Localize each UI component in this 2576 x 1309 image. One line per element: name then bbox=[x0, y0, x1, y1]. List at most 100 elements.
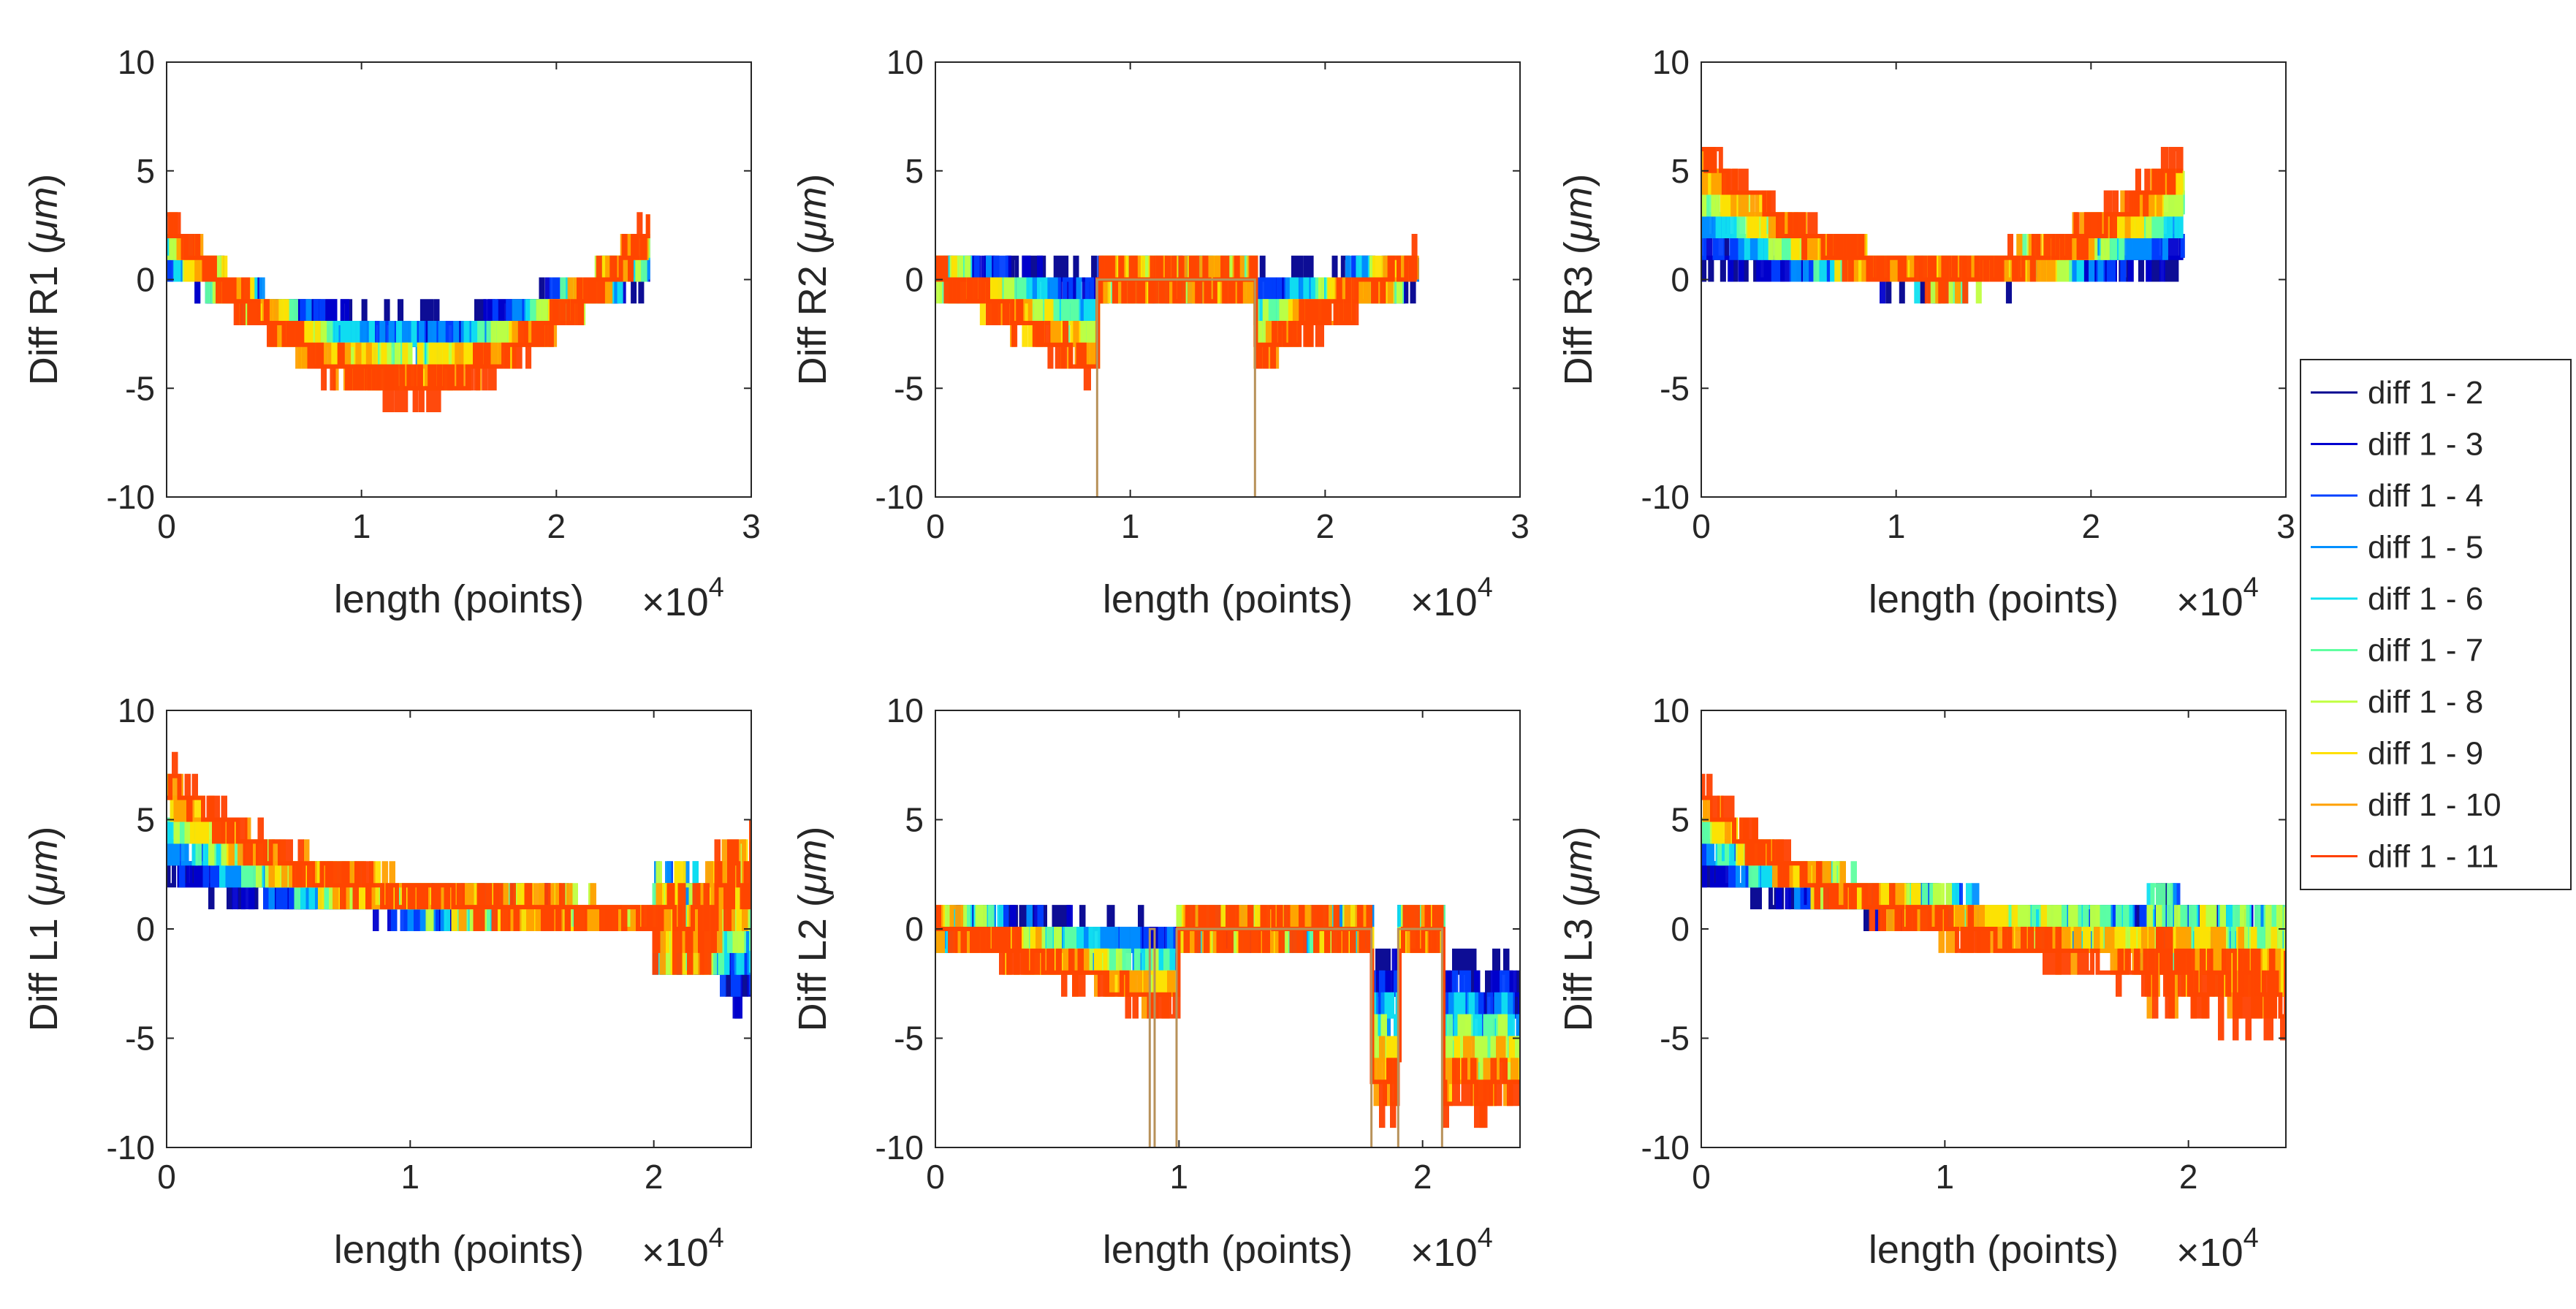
x-axis-label: length (points) bbox=[1103, 1228, 1353, 1272]
series-line-11 bbox=[167, 751, 751, 975]
y-axis-label: Diff L2 (μm) bbox=[791, 827, 835, 1032]
x-axis-label: length (points) bbox=[334, 1228, 584, 1272]
x-tick-label: 2 bbox=[1413, 1158, 1432, 1196]
series-line-10 bbox=[167, 773, 751, 975]
series-group bbox=[935, 905, 1520, 1147]
legend-entry-label: diff 1 - 6 bbox=[2368, 581, 2483, 617]
x-multiplier: ×104 bbox=[2176, 1223, 2259, 1275]
y-tick-label: 5 bbox=[1671, 801, 1690, 839]
x-multiplier: ×104 bbox=[642, 1223, 724, 1275]
series-group bbox=[167, 212, 650, 412]
legend: diff 1 - 2 diff 1 - 3 diff 1 - 4 diff 1 - 5… bbox=[2300, 359, 2572, 890]
y-tick-label: 5 bbox=[136, 152, 155, 190]
y-tick-label: 10 bbox=[1652, 43, 1690, 81]
legend-entry-label: diff 1 - 4 bbox=[2368, 478, 2483, 514]
gap-line bbox=[1095, 278, 1256, 497]
y-tick-label: 0 bbox=[905, 910, 924, 948]
x-multiplier: ×104 bbox=[2176, 572, 2259, 624]
legend-entry-label: diff 1 - 3 bbox=[2368, 427, 2483, 463]
x-axis-label: length (points) bbox=[1869, 1228, 2119, 1272]
series-group bbox=[935, 234, 1419, 497]
y-tick-label: -5 bbox=[125, 1020, 155, 1058]
x-axis-label: length (points) bbox=[334, 577, 584, 621]
y-tick-label: 0 bbox=[136, 261, 155, 299]
legend-entry-label: diff 1 - 7 bbox=[2368, 633, 2483, 669]
y-tick-label: 10 bbox=[886, 43, 924, 81]
x-tick-label: 3 bbox=[2276, 507, 2295, 545]
subplot-L2: -10 -5 0 5 10 0 1 2 length (points) ×104 Diff L2 (… bbox=[791, 691, 1521, 1275]
y-tick-label: 0 bbox=[905, 261, 924, 299]
y-tick-label: -10 bbox=[107, 478, 155, 516]
series-group bbox=[1701, 147, 2185, 304]
subplot-L3: -10 -5 0 5 10 0 1 2 length (points) ×104 Diff L3 (… bbox=[1557, 691, 2287, 1275]
gap-line bbox=[1175, 927, 1373, 1147]
x-tick-label: 0 bbox=[926, 507, 945, 545]
x-tick-label: 1 bbox=[1887, 507, 1906, 545]
x-tick-label: 1 bbox=[1170, 1158, 1189, 1196]
x-tick-label: 3 bbox=[742, 507, 761, 545]
series-group bbox=[167, 751, 751, 1019]
y-tick-label: 10 bbox=[886, 691, 924, 729]
y-tick-label: 5 bbox=[1671, 152, 1690, 190]
y-axis-label: Diff R3 (μm) bbox=[1557, 174, 1600, 386]
y-tick-label: 0 bbox=[1671, 261, 1690, 299]
y-tick-label: 10 bbox=[118, 691, 155, 729]
y-tick-label: -5 bbox=[1660, 369, 1690, 407]
y-tick-label: -10 bbox=[1641, 478, 1690, 516]
x-tick-label: 1 bbox=[1121, 507, 1140, 545]
x-tick-label: 1 bbox=[352, 507, 371, 545]
series-line-11 bbox=[1701, 773, 2286, 1041]
y-tick-label: -5 bbox=[125, 369, 155, 407]
subplot-R3: -10 -5 0 5 10 0 1 2 3 length (points) ×104 Diff R3 … bbox=[1557, 43, 2295, 624]
x-tick-label: 1 bbox=[1936, 1158, 1955, 1196]
legend-entry-label: diff 1 - 11 bbox=[2368, 839, 2499, 875]
y-tick-label: -10 bbox=[107, 1128, 155, 1166]
x-axis-label: length (points) bbox=[1869, 577, 2119, 621]
x-tick-label: 2 bbox=[1316, 507, 1335, 545]
y-axis-label: Diff L3 (μm) bbox=[1557, 827, 1600, 1032]
y-axis-label: Diff R1 (μm) bbox=[22, 174, 66, 386]
subplot-R2: -10 -5 0 5 10 0 1 2 3 length (points) ×104 Diff R2 … bbox=[791, 43, 1530, 624]
x-tick-label: 0 bbox=[1692, 1158, 1711, 1196]
x-tick-label: 0 bbox=[157, 1158, 176, 1196]
x-tick-label: 2 bbox=[547, 507, 566, 545]
series-line-11 bbox=[1701, 147, 2184, 304]
legend-entry-label: diff 1 - 2 bbox=[2368, 375, 2483, 411]
x-axis-label: length (points) bbox=[1103, 577, 1353, 621]
subplot-R1: -10 -5 0 5 10 0 1 2 3 length (points) ×104 Diff R1 … bbox=[22, 43, 761, 624]
legend-entry-label: diff 1 - 8 bbox=[2368, 684, 2483, 720]
x-multiplier: ×104 bbox=[642, 572, 724, 624]
legend-entry-label: diff 1 - 5 bbox=[2368, 530, 2483, 566]
subplot-L1: -10 -5 0 5 10 0 1 2 length (points) ×104 Diff L1 (… bbox=[22, 691, 752, 1275]
x-tick-label: 0 bbox=[1692, 507, 1711, 545]
x-tick-label: 2 bbox=[645, 1158, 664, 1196]
y-tick-label: 0 bbox=[136, 910, 155, 948]
x-tick-label: 0 bbox=[926, 1158, 945, 1196]
legend-entry-label: diff 1 - 9 bbox=[2368, 736, 2483, 772]
y-tick-label: 5 bbox=[905, 152, 924, 190]
y-tick-label: 10 bbox=[118, 43, 155, 81]
series-group bbox=[1701, 773, 2286, 1041]
y-tick-label: -5 bbox=[894, 369, 924, 407]
x-tick-label: 2 bbox=[2179, 1158, 2198, 1196]
x-tick-label: 1 bbox=[401, 1158, 420, 1196]
y-tick-label: -10 bbox=[875, 1128, 924, 1166]
y-axis-label: Diff L1 (μm) bbox=[22, 827, 66, 1032]
legend-entry-label: diff 1 - 10 bbox=[2368, 787, 2501, 823]
y-tick-label: -10 bbox=[1641, 1128, 1690, 1166]
y-tick-label: -10 bbox=[875, 478, 924, 516]
y-tick-label: 0 bbox=[1671, 910, 1690, 948]
x-multiplier: ×104 bbox=[1410, 1223, 1493, 1275]
gap-line bbox=[1148, 927, 1156, 1147]
series-line-11 bbox=[167, 212, 650, 412]
x-multiplier: ×104 bbox=[1410, 572, 1493, 624]
x-tick-label: 3 bbox=[1511, 507, 1530, 545]
y-tick-label: -5 bbox=[1660, 1020, 1690, 1058]
gap-line bbox=[1397, 927, 1443, 1147]
y-tick-label: 5 bbox=[136, 801, 155, 839]
x-tick-label: 0 bbox=[157, 507, 176, 545]
y-tick-label: 5 bbox=[905, 801, 924, 839]
y-tick-label: 10 bbox=[1652, 691, 1690, 729]
y-axis-label: Diff R2 (μm) bbox=[791, 174, 835, 386]
